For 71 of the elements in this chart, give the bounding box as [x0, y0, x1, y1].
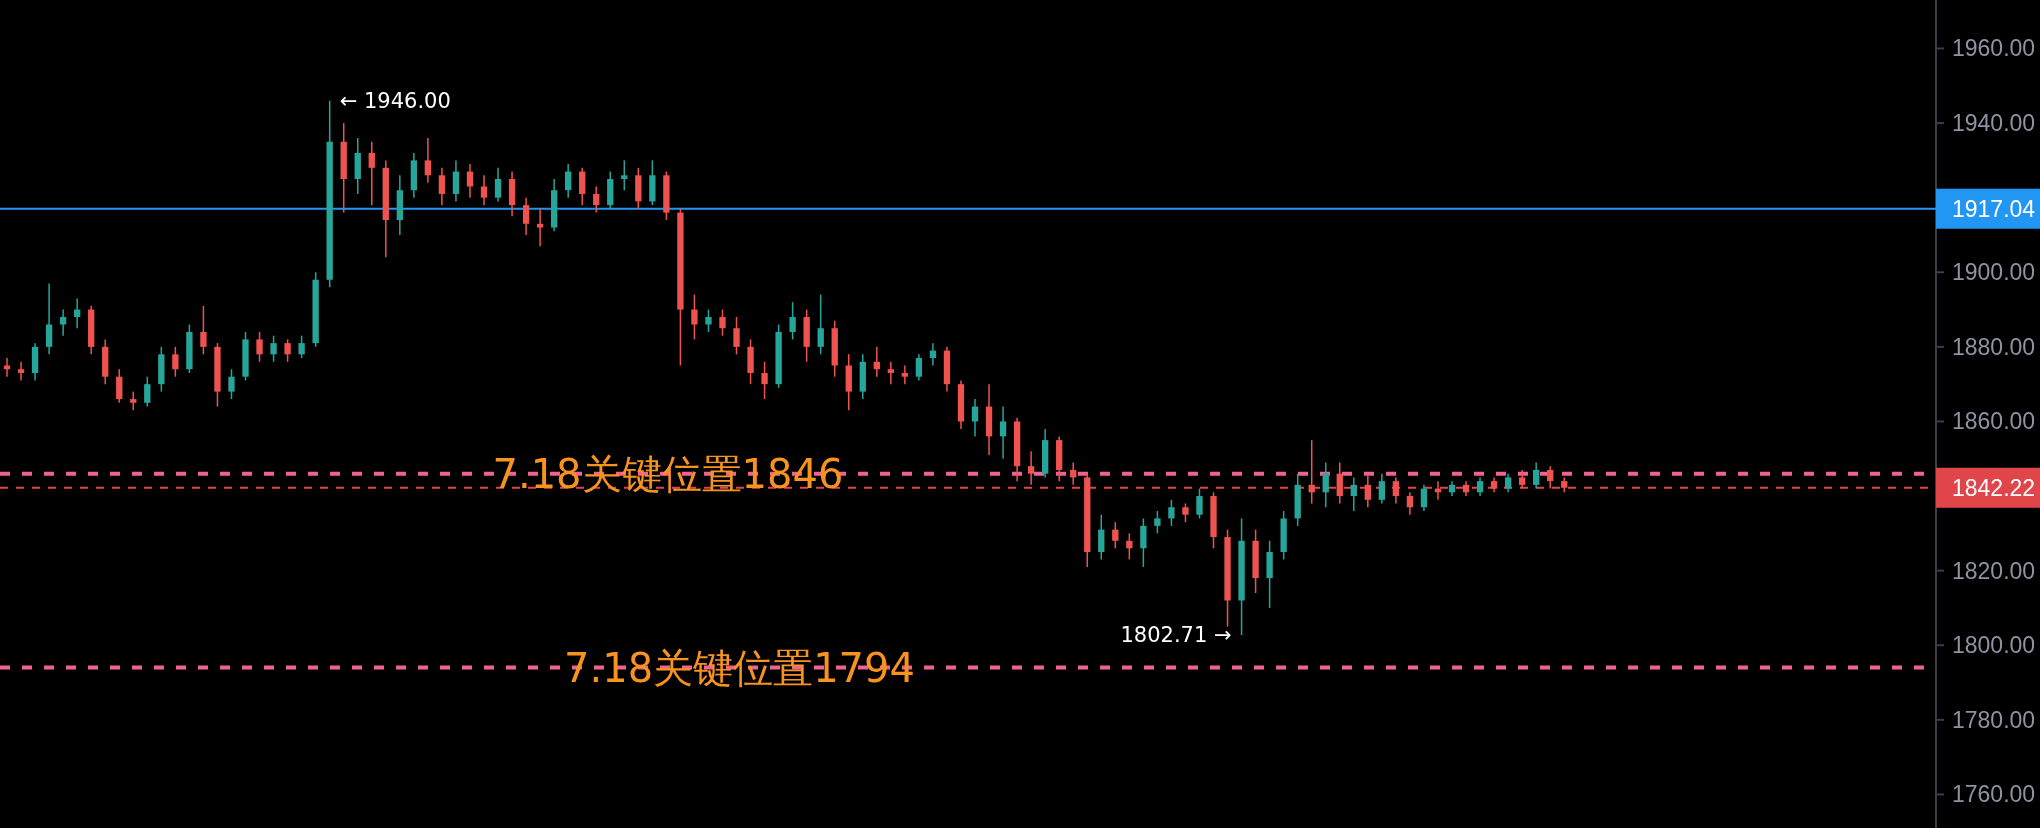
candlestick — [116, 368, 123, 404]
candlestick — [593, 185, 600, 214]
candlestick — [368, 140, 375, 206]
candlestick — [298, 334, 305, 359]
candlestick — [424, 137, 432, 184]
ref-line-label: 1842.22 — [1952, 474, 2036, 501]
candlestick — [1182, 502, 1189, 523]
y-tick-label: 1880.00 — [1952, 333, 2036, 360]
candlestick — [494, 167, 502, 203]
candlestick — [1392, 476, 1400, 505]
candlestick — [438, 167, 446, 206]
candlestick — [1350, 476, 1357, 512]
ref-line-label: 7.18关键位置1794 — [564, 644, 915, 691]
ref-line-label: 7.18关键位置1846 — [492, 450, 844, 497]
candlestick — [1140, 517, 1147, 568]
candlestick — [761, 361, 768, 400]
candlestick — [256, 331, 263, 363]
y-tick-label: 1940.00 — [1952, 110, 2036, 137]
annotation: ← 1946.00 — [339, 88, 451, 113]
candlestick — [999, 405, 1007, 460]
candlestick — [480, 174, 488, 206]
candlestick — [691, 293, 698, 341]
candlestick — [130, 390, 137, 412]
candlestick — [17, 361, 25, 382]
candlestick — [817, 293, 824, 356]
candlestick — [719, 308, 726, 337]
candlestick — [1420, 484, 1428, 512]
candlestick — [901, 364, 909, 385]
candlestick — [200, 305, 207, 356]
candlestick — [1476, 476, 1484, 497]
y-tick-label: 1860.00 — [1952, 408, 2036, 435]
candlestick — [1364, 472, 1371, 508]
candlestick — [45, 282, 53, 356]
candlestick — [284, 338, 291, 363]
candlestick — [1112, 521, 1119, 550]
candlestick — [1547, 465, 1554, 490]
candlestick — [1378, 472, 1386, 505]
candlestick — [565, 163, 572, 199]
candlestick — [1196, 487, 1203, 520]
candlestick — [1322, 461, 1329, 508]
candlestick — [522, 196, 530, 236]
y-tick-label: 1960.00 — [1952, 35, 2036, 62]
candlestick — [579, 167, 586, 206]
candlestick — [1336, 461, 1343, 505]
candlestick — [1098, 513, 1105, 561]
candlestick — [705, 308, 712, 333]
candlestick — [228, 368, 235, 400]
candlestick — [452, 159, 460, 203]
y-tick-label: 1800.00 — [1952, 632, 2036, 659]
y-tick-label: 1900.00 — [1952, 259, 2036, 286]
candlestick — [536, 208, 544, 247]
candlestick — [270, 334, 277, 363]
candlestick — [1406, 491, 1414, 516]
candlestick — [144, 375, 151, 408]
annotation: 1802.71 → — [1120, 623, 1232, 648]
y-tick-label: 1820.00 — [1952, 557, 2036, 584]
candlestick — [733, 316, 740, 356]
candlestick — [1027, 450, 1035, 486]
y-tick-label: 1760.00 — [1952, 781, 2036, 808]
candlestick — [1154, 510, 1161, 535]
y-tick-label: 1780.00 — [1952, 706, 2036, 733]
candlestick — [915, 353, 923, 382]
candlestick — [789, 301, 796, 341]
candlestick — [887, 361, 894, 385]
ref-line-label: 1917.04 — [1952, 195, 2036, 222]
candlestick — [1504, 472, 1512, 494]
candlestick — [1168, 499, 1175, 527]
candlestick — [172, 346, 179, 378]
candlestick — [1533, 461, 1540, 490]
candlestick — [1518, 469, 1526, 490]
candlestick — [621, 159, 628, 191]
